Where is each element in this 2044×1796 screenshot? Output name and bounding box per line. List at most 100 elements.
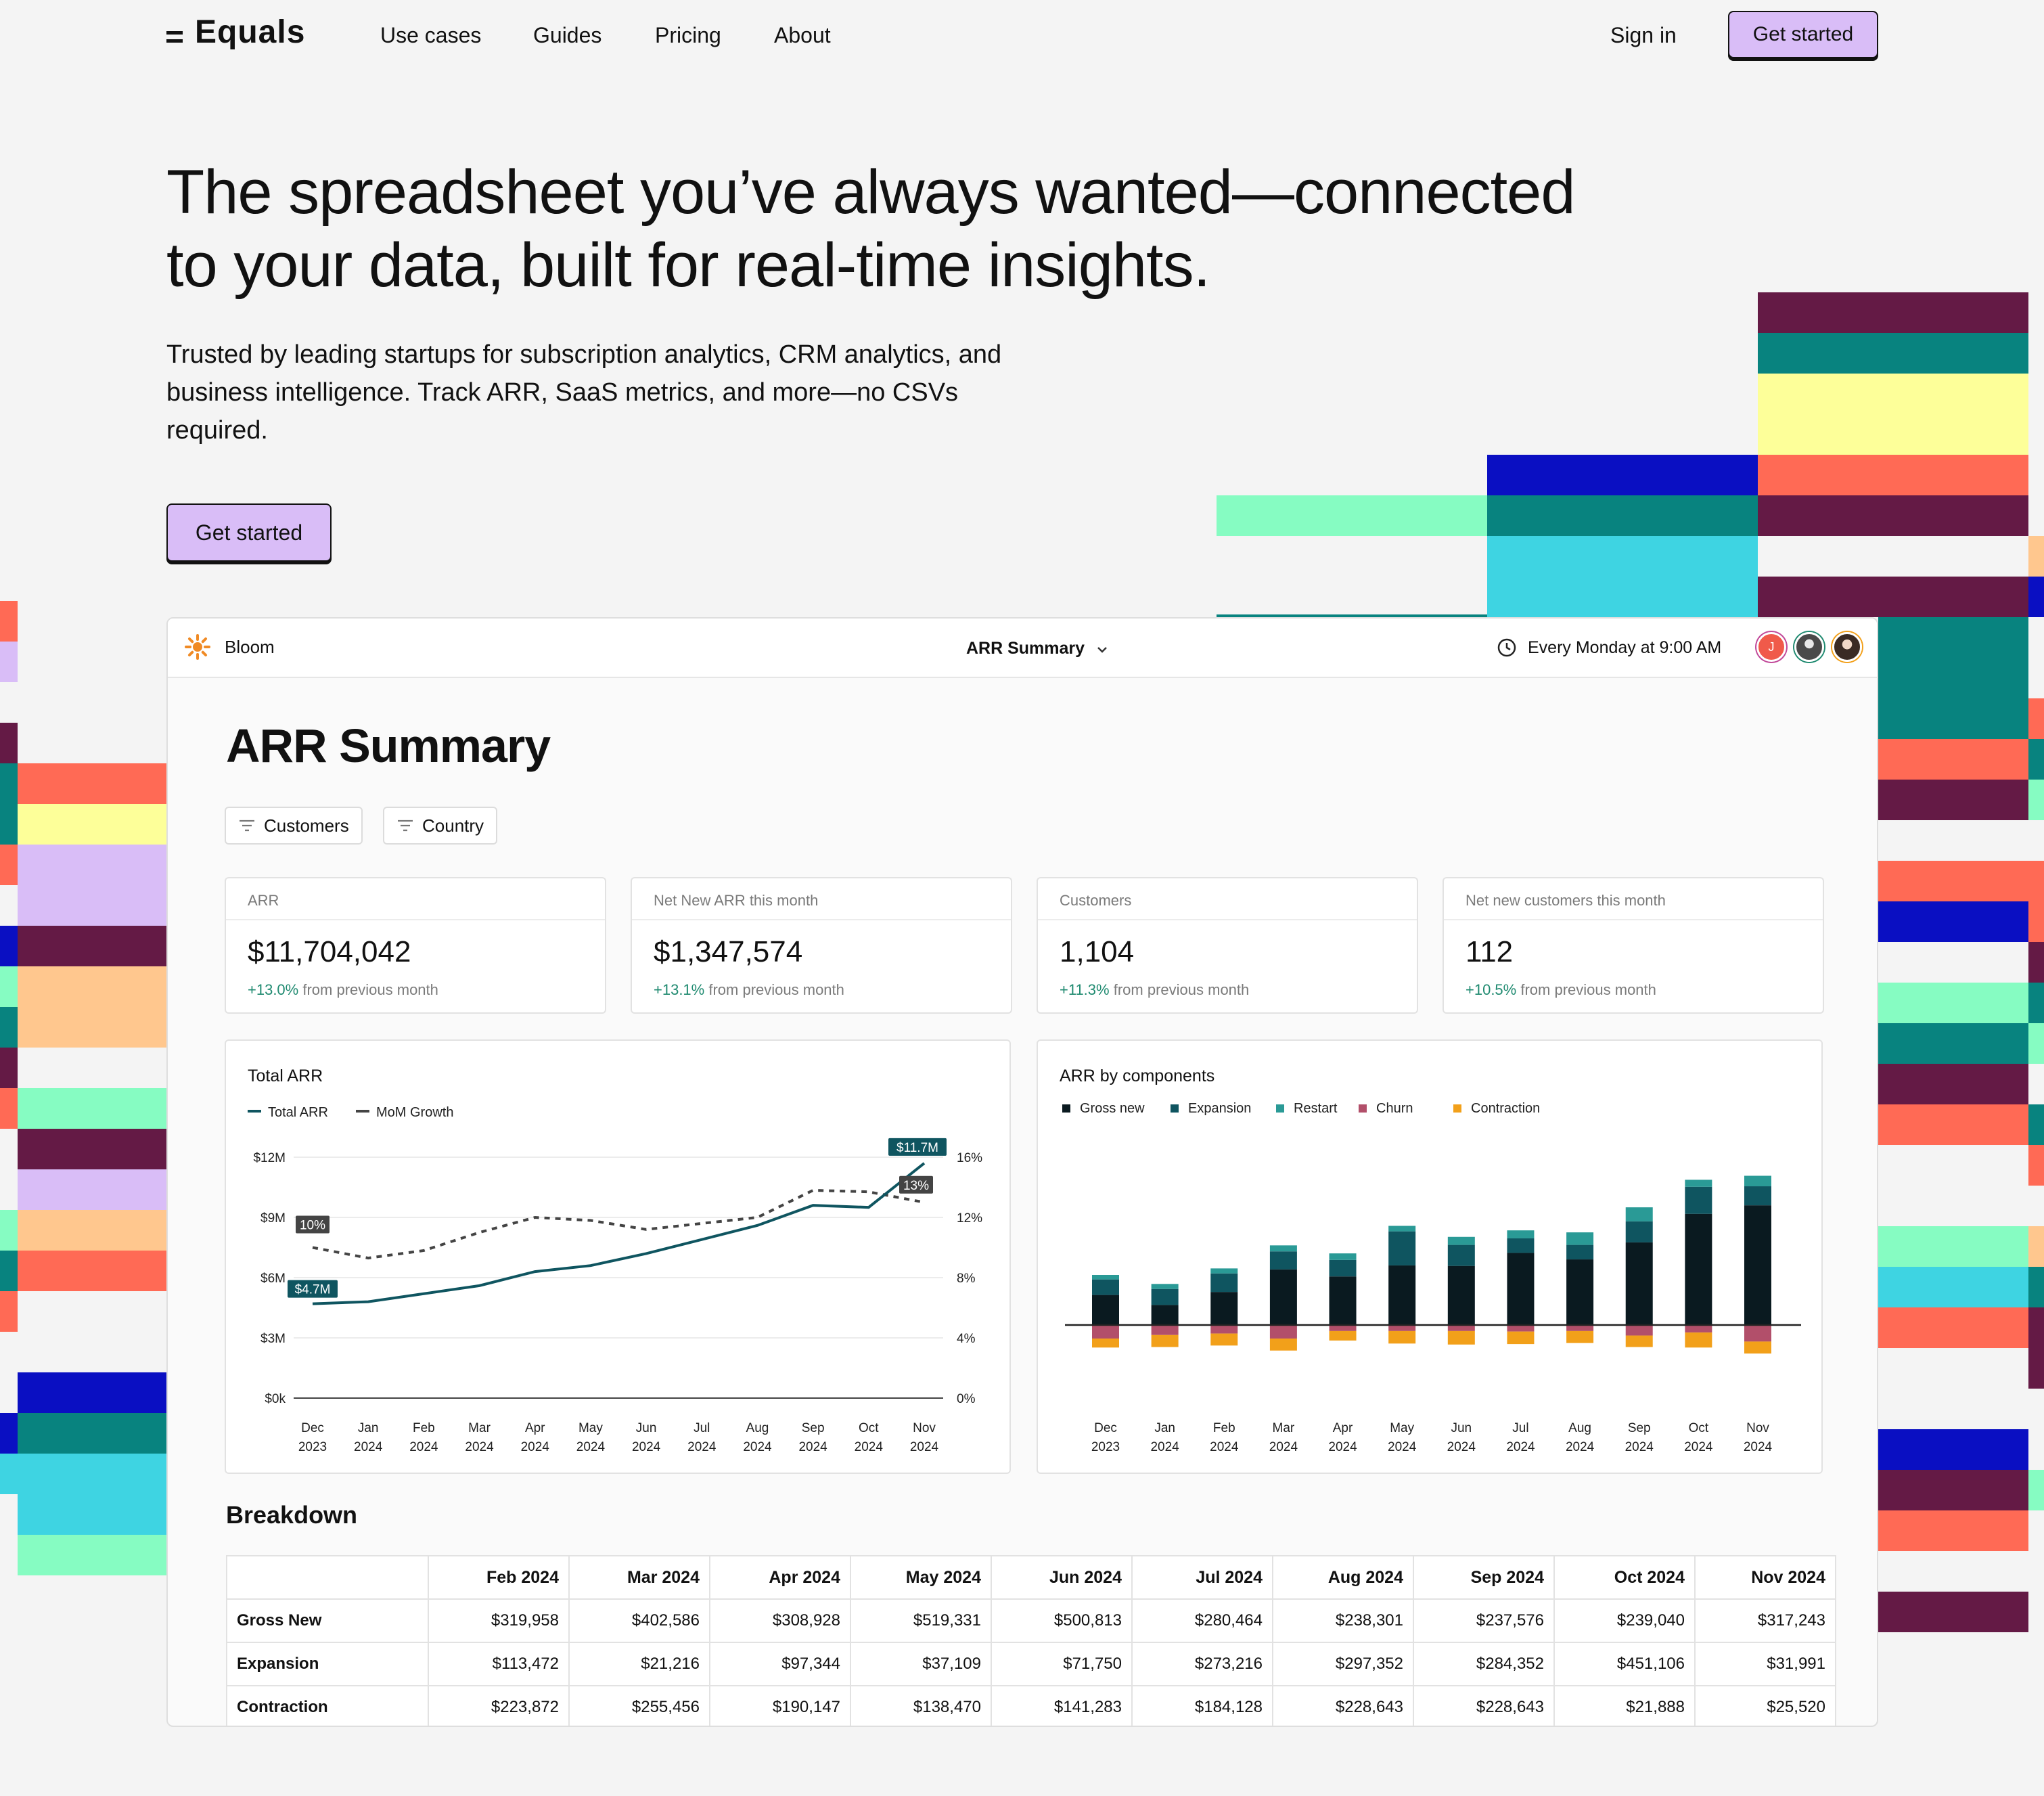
- bar-segment: [1447, 1236, 1475, 1245]
- table-cell[interactable]: $280,464: [1131, 1598, 1273, 1643]
- table-cell[interactable]: $239,040: [1553, 1598, 1696, 1643]
- table-row: Gross New $319,958 $402,586 $308,928 $51…: [226, 1598, 1836, 1643]
- table-header-corner: [226, 1555, 429, 1600]
- x-tick-label: 2024: [1210, 1440, 1239, 1454]
- column-header: Jun 2024: [991, 1555, 1133, 1600]
- bar-segment: [1210, 1292, 1238, 1325]
- table-cell[interactable]: $297,352: [1272, 1642, 1414, 1686]
- table-cell[interactable]: $308,928: [709, 1598, 851, 1643]
- table-cell[interactable]: $238,301: [1272, 1598, 1414, 1643]
- table-cell[interactable]: $237,576: [1413, 1598, 1555, 1643]
- hero-get-started-button[interactable]: Get started: [166, 503, 332, 562]
- bar-segment: [1269, 1245, 1297, 1252]
- x-tick-label: Sep: [802, 1421, 825, 1435]
- bar-segment: [1685, 1213, 1712, 1325]
- table-cell[interactable]: $228,643: [1413, 1685, 1555, 1726]
- table-cell[interactable]: $71,750: [991, 1642, 1133, 1686]
- logo[interactable]: Equals: [166, 14, 305, 51]
- x-tick-label: 2024: [1388, 1440, 1417, 1454]
- nav-about[interactable]: About: [774, 23, 831, 47]
- table-cell[interactable]: $223,872: [428, 1685, 570, 1726]
- kpi-value: $11,704,042: [248, 935, 411, 968]
- kpi-delta: +10.5% from previous month: [1466, 981, 1656, 999]
- column-header: Jul 2024: [1131, 1555, 1273, 1600]
- row-label: Expansion: [226, 1642, 429, 1686]
- x-tick-label: Jun: [636, 1421, 657, 1435]
- workspace-brand[interactable]: Bloom: [184, 633, 275, 660]
- table-cell[interactable]: $184,128: [1131, 1685, 1273, 1726]
- bar-segment: [1269, 1338, 1297, 1351]
- hero-title: The spreadsheet you’ve always wanted—con…: [166, 156, 1723, 302]
- bar-segment: [1092, 1325, 1119, 1339]
- bar-segment: [1329, 1276, 1357, 1325]
- table-cell[interactable]: $317,243: [1694, 1598, 1836, 1643]
- bar-segment: [1092, 1338, 1119, 1348]
- document-title: ARR Summary: [966, 639, 1085, 658]
- kpi-value: 1,104: [1060, 935, 1135, 968]
- table-cell[interactable]: $21,216: [568, 1642, 710, 1686]
- kpi-delta: +13.1% from previous month: [654, 981, 844, 999]
- legend-swatch: [1062, 1104, 1070, 1113]
- legend-label: Restart: [1294, 1101, 1338, 1116]
- schedule-indicator[interactable]: Every Monday at 9:00 AM: [1497, 637, 1721, 658]
- avatar[interactable]: J: [1756, 632, 1786, 662]
- avatar[interactable]: [1832, 632, 1862, 662]
- filter-customers-button[interactable]: Customers: [225, 807, 363, 845]
- x-tick-label: 2024: [1506, 1440, 1535, 1454]
- sign-in-link[interactable]: Sign in: [1610, 23, 1677, 47]
- x-tick-label: 2024: [1684, 1440, 1713, 1454]
- kpi-delta-percent: +13.1%: [654, 981, 705, 998]
- bar-segment: [1447, 1265, 1475, 1325]
- avatar[interactable]: [1794, 632, 1824, 662]
- filter-country-button[interactable]: Country: [383, 807, 498, 845]
- data-label-last-arr: $11.7M: [896, 1141, 938, 1155]
- legend-swatch: [1453, 1104, 1461, 1113]
- table-cell[interactable]: $319,958: [428, 1598, 570, 1643]
- table-cell[interactable]: $255,456: [568, 1685, 710, 1726]
- table-cell[interactable]: $284,352: [1413, 1642, 1555, 1686]
- divider: [632, 919, 1011, 920]
- nav-get-started-button[interactable]: Get started: [1728, 11, 1878, 58]
- table-cell[interactable]: $500,813: [991, 1598, 1133, 1643]
- bar-segment: [1388, 1231, 1416, 1265]
- table-cell[interactable]: $228,643: [1272, 1685, 1414, 1726]
- table-cell[interactable]: $37,109: [850, 1642, 992, 1686]
- divider: [1038, 919, 1417, 920]
- data-label-last-growth: 13%: [903, 1179, 929, 1193]
- bar-segment: [1329, 1253, 1357, 1260]
- table-cell[interactable]: $21,888: [1553, 1685, 1696, 1726]
- bar-segment: [1625, 1221, 1653, 1242]
- table-cell[interactable]: $31,991: [1694, 1642, 1836, 1686]
- table-cell[interactable]: $97,344: [709, 1642, 851, 1686]
- x-tick-label: Jun: [1451, 1421, 1472, 1435]
- table-cell[interactable]: $190,147: [709, 1685, 851, 1726]
- bar-segment: [1507, 1238, 1535, 1253]
- legend-label: Gross new: [1080, 1101, 1145, 1116]
- table-cell[interactable]: $402,586: [568, 1598, 710, 1643]
- x-tick-label: Mar: [468, 1421, 491, 1435]
- nav-guides[interactable]: Guides: [533, 23, 602, 47]
- document-title-dropdown[interactable]: ARR Summary: [966, 639, 1108, 658]
- table-cell[interactable]: $141,283: [991, 1685, 1133, 1726]
- nav-use-cases[interactable]: Use cases: [380, 23, 482, 47]
- table-cell[interactable]: $451,106: [1553, 1642, 1696, 1686]
- table-cell[interactable]: $113,472: [428, 1642, 570, 1686]
- bar-segment: [1507, 1253, 1535, 1325]
- chart-title: Total ARR: [248, 1067, 323, 1085]
- kpi-delta-suffix: from previous month: [708, 981, 844, 998]
- kpi-label: ARR: [248, 892, 279, 909]
- table-cell[interactable]: $273,216: [1131, 1642, 1273, 1686]
- kpi-label: Customers: [1060, 892, 1132, 909]
- table-cell[interactable]: $25,520: [1694, 1685, 1836, 1726]
- nav-pricing[interactable]: Pricing: [655, 23, 721, 47]
- bar-segment: [1566, 1325, 1594, 1331]
- kpi-label: Net new customers this month: [1466, 892, 1666, 909]
- x-tick-label: Oct: [1689, 1421, 1709, 1435]
- hero-subtitle: Trusted by leading startups for subscrip…: [166, 340, 1002, 445]
- bloom-logo-icon: [185, 634, 210, 660]
- table-cell[interactable]: $519,331: [850, 1598, 992, 1643]
- kpi-delta-suffix: from previous month: [1113, 981, 1250, 998]
- x-tick-label: 2024: [855, 1440, 884, 1454]
- x-tick-label: 2023: [1091, 1440, 1120, 1454]
- table-cell[interactable]: $138,470: [850, 1685, 992, 1726]
